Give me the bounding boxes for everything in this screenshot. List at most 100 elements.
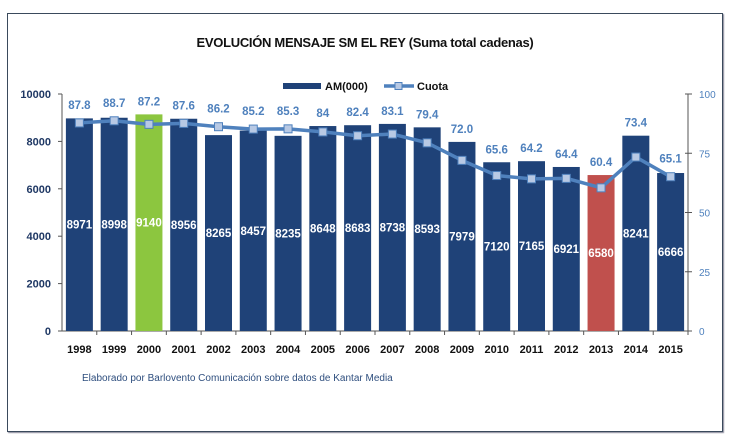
x-tick-label: 2007 xyxy=(380,344,404,356)
cuota-value-label: 79.4 xyxy=(416,109,439,121)
cuota-value-label: 83.1 xyxy=(381,106,404,118)
x-tick-label: 2006 xyxy=(345,344,369,356)
bar-value-label: 7979 xyxy=(449,231,475,243)
cuota-marker xyxy=(109,116,119,126)
bar-2004 xyxy=(274,135,302,331)
cuota-marker xyxy=(596,183,606,193)
cuota-marker xyxy=(422,138,432,148)
bar-2015 xyxy=(657,173,685,331)
legend-bar-swatch xyxy=(283,83,321,89)
cuota-value-label: 82.4 xyxy=(346,107,369,119)
left-tick-label: 0 xyxy=(45,326,51,338)
x-tick-label: 1999 xyxy=(102,344,126,356)
bar-value-label: 7165 xyxy=(519,241,545,253)
cuota-marker xyxy=(561,173,571,183)
chart-frame xyxy=(7,13,723,432)
left-tick-label: 4000 xyxy=(27,231,51,243)
bar-2008 xyxy=(413,127,441,331)
cuota-value-label: 87.2 xyxy=(138,96,160,108)
right-tick-label: 25 xyxy=(699,268,711,279)
x-tick-label: 2000 xyxy=(137,344,161,356)
cuota-marker xyxy=(631,152,641,162)
source-note: Elaborado por Barlovento Comunicación so… xyxy=(82,373,393,384)
x-tick-label: 2010 xyxy=(484,344,508,356)
cuota-marker xyxy=(492,171,502,181)
bar-value-label: 6580 xyxy=(588,248,614,260)
cuota-marker xyxy=(214,122,223,132)
cuota-value-label: 65.6 xyxy=(486,144,508,156)
cuota-value-label: 85.3 xyxy=(277,106,299,118)
x-tick-label: 2003 xyxy=(241,344,265,356)
x-tick-label: 2012 xyxy=(554,344,578,356)
cuota-marker xyxy=(353,131,363,141)
bar-value-label: 8241 xyxy=(623,228,649,240)
legend-line-marker xyxy=(394,82,403,90)
left-tick-label: 6000 xyxy=(27,184,51,196)
bar-2006 xyxy=(344,125,372,332)
bar-2009 xyxy=(448,141,476,331)
right-tick-label: 100 xyxy=(699,90,716,101)
cuota-marker xyxy=(283,124,293,134)
x-tick-label: 2004 xyxy=(276,344,301,356)
right-tick-label: 75 xyxy=(699,149,711,160)
bar-value-label: 8998 xyxy=(101,219,127,231)
legend-line-label: Cuota xyxy=(417,81,449,93)
chart-title: EVOLUCIÓN MENSAJE SM EL REY (Suma total … xyxy=(196,35,534,50)
cuota-value-label: 64.2 xyxy=(520,143,542,155)
bar-value-label: 8593 xyxy=(414,224,440,236)
bar-value-label: 7120 xyxy=(484,242,510,254)
cuota-value-label: 60.4 xyxy=(590,157,613,169)
cuota-marker xyxy=(387,129,397,139)
bar-2003 xyxy=(239,130,267,331)
x-tick-label: 2011 xyxy=(520,344,544,356)
cuota-marker xyxy=(457,155,467,165)
x-tick-label: 2013 xyxy=(589,344,613,356)
cuota-marker xyxy=(318,127,328,137)
cuota-marker xyxy=(666,172,676,182)
x-tick-label: 1998 xyxy=(67,344,91,356)
bar-2010 xyxy=(483,162,511,331)
cuota-value-label: 87.6 xyxy=(173,100,195,112)
cuota-marker xyxy=(74,118,84,128)
cuota-value-label: 65.1 xyxy=(659,154,682,166)
cuota-value-label: 85.2 xyxy=(242,106,264,118)
x-tick-label: 2009 xyxy=(450,344,474,356)
cuota-marker xyxy=(144,119,154,129)
cuota-value-label: 88.7 xyxy=(103,98,125,110)
left-tick-label: 10000 xyxy=(20,89,51,101)
cuota-value-label: 73.4 xyxy=(625,118,648,130)
x-tick-label: 2008 xyxy=(415,344,439,356)
x-tick-label: 2015 xyxy=(658,344,682,356)
cuota-value-label: 86.2 xyxy=(207,104,229,116)
cuota-value-label: 87.8 xyxy=(68,100,91,112)
bar-2000 xyxy=(135,114,163,331)
bar-2001 xyxy=(170,118,198,331)
bar-value-label: 8265 xyxy=(206,228,232,240)
bar-value-label: 8738 xyxy=(380,222,406,234)
bar-2002 xyxy=(205,135,232,331)
x-tick-label: 2014 xyxy=(624,344,649,356)
x-tick-label: 2001 xyxy=(171,344,195,356)
bar-2007 xyxy=(378,123,406,332)
cuota-value-label: 84 xyxy=(316,108,329,120)
cuota-marker xyxy=(527,174,536,184)
legend-bar-label: AM(000) xyxy=(325,81,368,93)
bar-2012 xyxy=(552,166,580,331)
left-tick-label: 8000 xyxy=(27,136,51,148)
cuota-marker xyxy=(248,124,258,134)
bar-2014 xyxy=(622,135,650,331)
left-tick-label: 2000 xyxy=(27,279,51,291)
cuota-value-label: 72.0 xyxy=(451,124,473,136)
bar-value-label: 8971 xyxy=(67,220,93,232)
bar-value-label: 8457 xyxy=(240,226,266,238)
bar-value-label: 8683 xyxy=(345,223,371,235)
right-tick-label: 50 xyxy=(699,209,711,220)
bar-value-label: 9140 xyxy=(136,218,162,230)
cuota-value-label: 64.4 xyxy=(555,149,578,161)
x-tick-label: 2002 xyxy=(206,344,230,356)
bar-value-label: 6666 xyxy=(658,247,684,259)
bar-2011 xyxy=(518,161,545,331)
bar-value-label: 6921 xyxy=(553,244,579,256)
right-tick-label: 0 xyxy=(699,327,705,338)
